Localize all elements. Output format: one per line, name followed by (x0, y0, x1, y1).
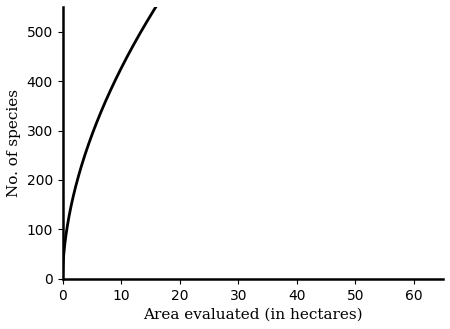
X-axis label: Area evaluated (in hectares): Area evaluated (in hectares) (143, 308, 363, 322)
Y-axis label: No. of species: No. of species (7, 89, 21, 197)
